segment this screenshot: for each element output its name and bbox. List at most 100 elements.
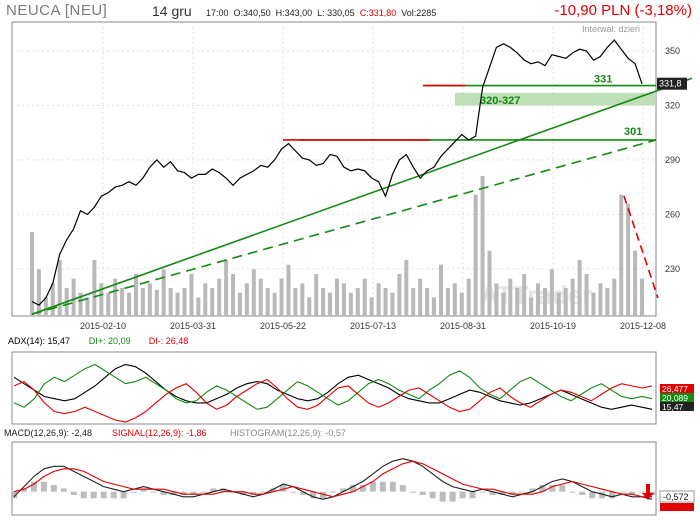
x-tick-label: 2015-10-19 <box>530 321 576 331</box>
support-zone-320-327 <box>455 92 656 106</box>
volume-bar <box>154 289 159 316</box>
volume-bar <box>348 292 353 316</box>
ohlc-readout: 17:00 O:340,50 H:343,00 L: 330,05 C:331,… <box>206 8 436 18</box>
macd-histogram-bar <box>160 491 167 495</box>
volume-bar <box>563 288 568 316</box>
volume-bar <box>113 278 118 316</box>
low-value: L: 330,05 <box>317 8 355 18</box>
volume-bar <box>383 288 388 316</box>
macd-histogram-bar <box>379 481 386 492</box>
volume-bar <box>279 278 284 316</box>
chart-header: NEUCA [NEU] 14 gru 17:00 O:340,50 H:343,… <box>0 0 700 22</box>
volume-bar <box>577 260 582 316</box>
volume-bar <box>182 288 187 316</box>
last-price-value: 331,8 <box>659 79 682 89</box>
x-tick-label: 2015-07-13 <box>350 321 396 331</box>
macd-histogram-bar <box>479 491 486 493</box>
volume-bar <box>203 283 208 316</box>
volume-bar <box>300 283 305 316</box>
macd-histogram-bar <box>20 488 27 492</box>
macd-histogram-bar <box>539 485 546 492</box>
adx-legend-item: ADX(14): 15,47 <box>8 336 70 346</box>
y-tick-label: 260 <box>665 209 680 219</box>
macd-histogram-bar <box>609 491 616 499</box>
macd-panel-frame <box>11 441 657 516</box>
macd-histogram-bar <box>110 491 117 499</box>
macd-legend-item: SIGNAL(12,26,9): -1,86 <box>112 428 207 438</box>
volume-bar <box>425 288 430 316</box>
macd-legend-item: MACD(12,26,9): -2,48 <box>4 428 92 438</box>
macd-histogram-bar <box>90 491 97 499</box>
volume-bar <box>265 288 270 316</box>
volume-bar <box>57 260 62 316</box>
volume-bar <box>161 269 166 316</box>
macd-histogram-bar <box>359 485 366 492</box>
macd-histogram-bar <box>529 488 536 492</box>
volume-bar <box>522 274 527 316</box>
macd-histogram-bar <box>30 481 37 492</box>
high-value: H:343,00 <box>275 8 313 18</box>
macd-histogram-bar <box>549 485 556 492</box>
macd-histogram-bar <box>330 491 336 493</box>
volume-bar <box>542 288 547 316</box>
volume-bar <box>307 297 312 316</box>
volume-bar <box>515 288 520 316</box>
quote-time: 17:00 <box>206 8 229 18</box>
volume-bar <box>92 260 97 316</box>
adx-value-tag <box>660 384 694 393</box>
macd-histogram-bar <box>60 488 67 492</box>
volume-bar <box>432 297 437 316</box>
macd-histogram-bar <box>250 491 257 495</box>
macd-histogram-bar <box>619 491 626 493</box>
price-change: -10,90 PLN (-3,18%) <box>554 2 692 19</box>
volume-value: Vol:2285 <box>401 8 437 18</box>
volume-bar <box>224 260 229 316</box>
volume-bar <box>127 292 132 316</box>
adx-value-tag <box>660 402 694 411</box>
volume-bar <box>314 274 319 316</box>
level-label: 301 <box>624 126 642 138</box>
macd-histogram-bar <box>519 491 526 493</box>
adx-panel-frame <box>11 351 657 425</box>
volume-bar <box>584 274 589 316</box>
volume-bar <box>640 278 644 316</box>
volume-bar <box>605 288 610 316</box>
volume-bar <box>397 274 402 316</box>
adx-value-label: 26,477 <box>662 384 688 394</box>
macd-histogram-bar <box>240 491 247 495</box>
macd-histogram-bar <box>270 488 277 492</box>
macd-histogram-bar <box>70 491 77 495</box>
macd-histogram-bar <box>579 491 586 495</box>
macd-histogram-bar <box>100 491 107 499</box>
macd-value-label: -0,572 <box>663 492 689 502</box>
volume-bar <box>196 297 201 316</box>
volume-bar <box>536 283 541 316</box>
last-price-tag <box>657 77 687 90</box>
macd-histogram-bar <box>130 491 137 493</box>
macd-histogram-bar <box>429 491 436 499</box>
macd-histogram-bar <box>599 491 606 499</box>
volume-bar <box>501 292 506 316</box>
y-tick-label: 230 <box>665 264 680 274</box>
quote-date: 14 gru <box>152 3 192 19</box>
volume-bar <box>612 278 617 316</box>
macd-histogram-bar <box>439 491 446 502</box>
volume-bar <box>120 288 125 316</box>
volume-bar <box>570 278 575 316</box>
volume-down-trend-line <box>623 195 659 299</box>
volume-bar <box>147 283 152 316</box>
volume-bar <box>529 297 534 316</box>
volume-bar <box>133 274 138 316</box>
volume-bar <box>50 283 55 316</box>
adx-value-label: 20,089 <box>662 393 688 403</box>
volume-bar <box>418 278 423 316</box>
macd-histogram-bar <box>200 491 207 493</box>
macd-histogram-bar <box>349 485 356 492</box>
macd-histogram-bar <box>170 491 177 495</box>
volume-bar <box>175 292 180 316</box>
adx-legend-item: DI-: 26,48 <box>149 336 189 346</box>
volume-bar <box>390 292 395 316</box>
open-value: O:340,50 <box>233 8 271 18</box>
volume-bar <box>459 292 464 316</box>
